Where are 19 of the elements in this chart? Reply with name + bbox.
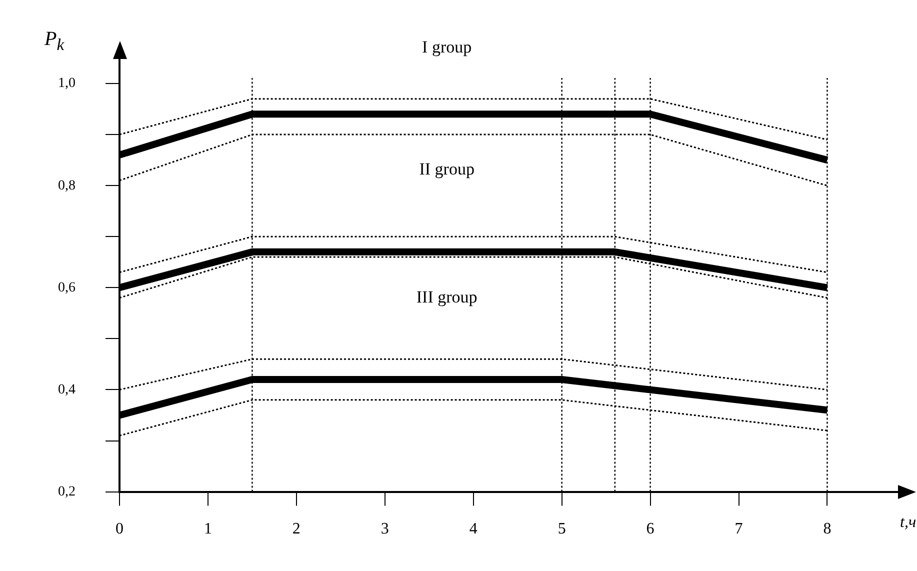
y-tick-label: 0,6 xyxy=(58,280,76,296)
y-axis-title: P$_{k}$ xyxy=(44,28,64,55)
x-tick-label: 0 xyxy=(116,520,124,538)
y-tick-label: 0,8 xyxy=(58,178,76,194)
annotation: III group xyxy=(416,287,478,306)
y-tick-label: 1,0 xyxy=(58,76,76,92)
x-tick-label: 2 xyxy=(292,520,300,538)
y-tick-label: 0,4 xyxy=(58,382,76,398)
y-tick-label: 0,2 xyxy=(58,484,76,500)
x-tick-label: 5 xyxy=(558,520,566,538)
x-tick-label: 8 xyxy=(823,520,832,538)
x-tick-label: 7 xyxy=(734,520,743,538)
annotation: II group xyxy=(419,160,474,179)
x-tick-label: 6 xyxy=(646,520,654,538)
x-axis-title: t,ч xyxy=(900,514,916,532)
text: I group xyxy=(422,37,472,56)
x-tick-label: 3 xyxy=(380,520,389,538)
x-tick-label: 1 xyxy=(204,520,212,538)
x-tick-label: 4 xyxy=(469,520,478,538)
